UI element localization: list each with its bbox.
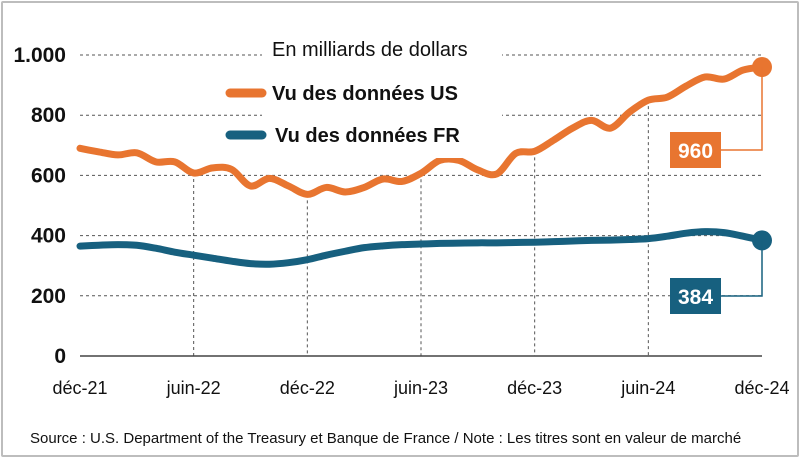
x-tick-label: juin-22 [166,378,221,398]
callout-connector [720,240,763,297]
series-line-us [76,63,766,198]
value-callout-label: 384 [678,286,713,309]
value-callout-label: 960 [678,140,713,163]
legend-background [262,32,502,158]
y-tick-label: 200 [31,285,66,308]
y-tick-label: 1.000 [13,44,66,67]
x-tick-label: déc-22 [280,378,335,398]
source-note: Source : U.S. Department of the Treasury… [30,430,741,447]
legend: Vu des données US Vu des données FR [225,83,460,147]
unit-label: En milliards de dollars [272,39,468,61]
x-tick-label: déc-24 [734,378,789,398]
value-callout-box [670,278,721,314]
x-tick-label: juin-23 [393,378,448,398]
x-tick-label: déc-21 [52,378,107,398]
series-line-fr [76,228,766,268]
y-tick-label: 800 [31,104,66,127]
y-tick-label: 600 [31,164,66,187]
callout-connector [720,67,763,151]
y-tick-label: 400 [31,225,66,248]
x-tick-label: juin-24 [620,378,675,398]
y-tick-label: 0 [54,345,66,368]
x-tick-label: déc-23 [507,378,562,398]
legend-label-us: Vu des données US [272,83,458,105]
value-callout-box [670,132,721,168]
legend-label-fr: Vu des données FR [275,125,460,147]
